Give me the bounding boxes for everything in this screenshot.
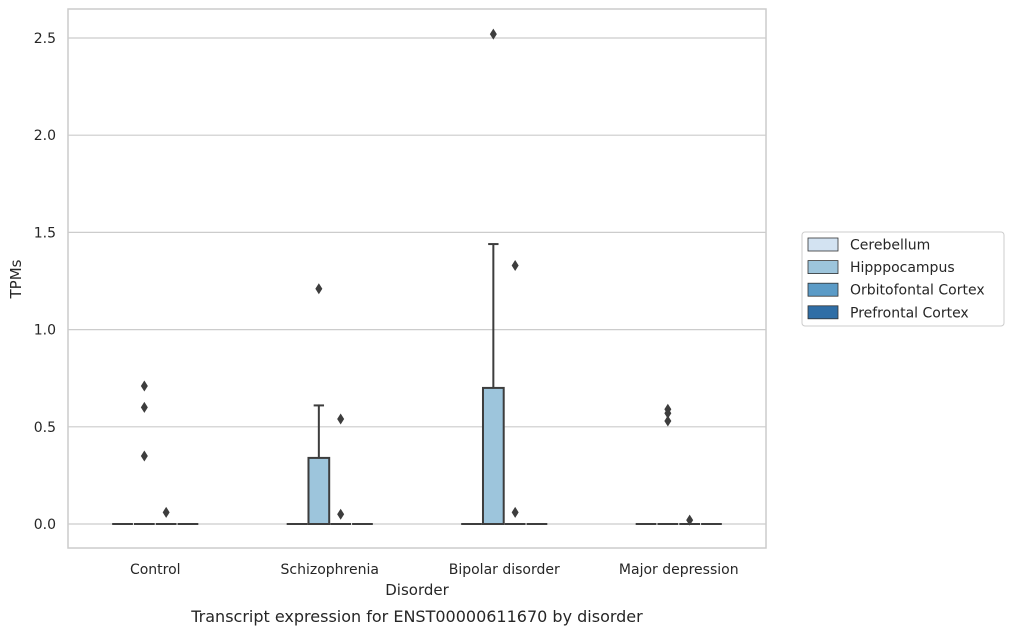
outlier-point [511,506,519,518]
box-body [307,456,331,525]
x-axis-title: Disorder [385,581,449,599]
y-tick-label: 2.5 [34,31,56,47]
box-body [481,386,505,526]
outlier-point [489,28,497,40]
legend-swatch [807,260,839,275]
box-hipppocampus [481,28,505,526]
legend-frame [801,231,1005,327]
y-tick-labels: 0.0 0.5 1.0 1.5 2.0 2.5 [34,31,56,533]
box-hipppocampus [133,380,155,525]
grid-lines [68,37,766,525]
box-orbitofontal-cortex [679,514,701,526]
x-tick-label: Control [130,562,181,578]
outlier-point [664,407,672,419]
legend-swatch [807,305,839,320]
y-tick-label: 1.0 [34,323,56,339]
legend-label: Cerebellum [850,238,930,254]
outlier-point [140,401,148,413]
outlier-point [140,380,148,392]
legend-label: Orbitofontal Cortex [850,283,985,299]
outlier-point [511,259,519,271]
y-tick-label: 1.5 [34,225,56,241]
x-tick-label: Bipolar disorder [449,562,560,578]
box-plot-boxes [112,28,722,526]
plot-area-frame [67,8,767,549]
outlier-point [337,508,345,520]
chart-caption: Transcript expression for ENST0000061167… [190,607,643,626]
legend-label: Prefrontal Cortex [850,305,969,321]
x-tick-label: Schizophrenia [281,562,379,578]
y-tick-label: 0.5 [34,420,56,436]
outlier-point [337,413,345,425]
legend-swatch [807,237,839,252]
box-orbitofontal-cortex [330,413,352,525]
outlier-point [664,415,672,427]
box-orbitofontal-cortex [155,506,177,525]
box-hipppocampus [307,283,331,525]
legend-swatch [807,282,839,297]
legend-label: Hipppocampus [850,260,955,276]
y-axis-title: TPMs [7,259,25,299]
box-hipppocampus [657,403,679,525]
x-tick-labels: Control Schizophrenia Bipolar disorder Majo… [130,562,739,578]
y-tick-label: 2.0 [34,128,56,144]
outlier-point [686,514,694,526]
y-tick-label: 0.0 [34,517,56,533]
outlier-point [162,506,170,518]
outlier-point [140,450,148,462]
box-orbitofontal-cortex [504,259,526,525]
legend: Cerebellum Hipppocampus Orbitofontal Corte… [801,231,1005,327]
x-tick-label: Major depression [619,562,739,578]
outlier-point [315,283,323,295]
